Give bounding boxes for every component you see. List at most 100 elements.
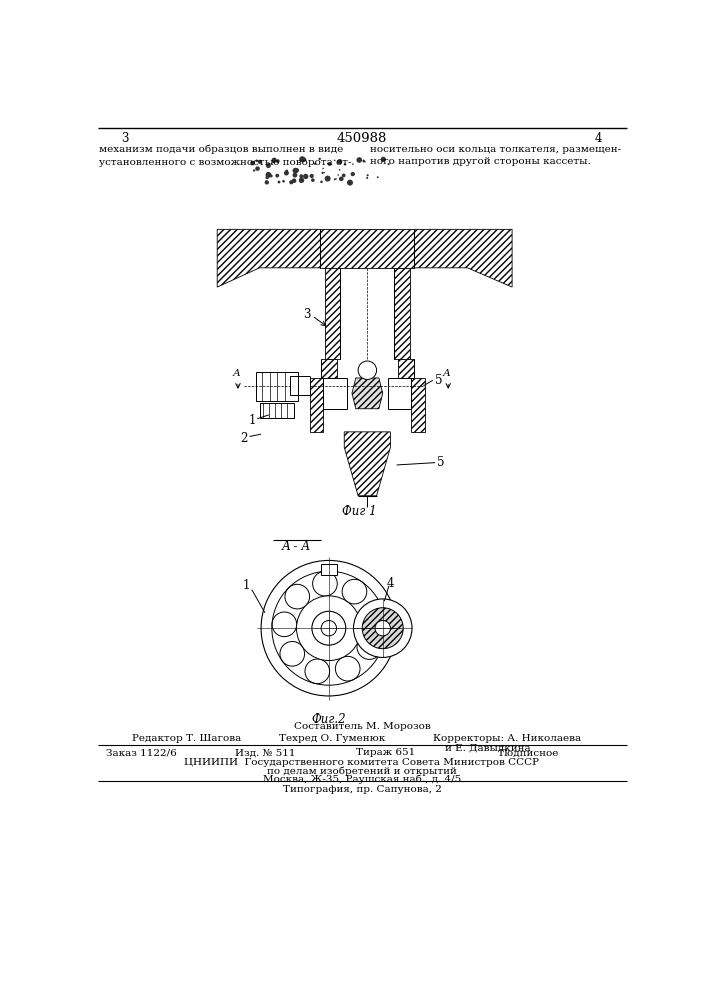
Circle shape: [358, 361, 377, 379]
Circle shape: [310, 174, 314, 178]
Circle shape: [335, 656, 360, 681]
Text: 5: 5: [435, 374, 443, 387]
Circle shape: [375, 620, 390, 636]
Circle shape: [314, 163, 316, 165]
Text: механизм подачи образцов выполнен в виде
установленного с возможностью поворота : механизм подачи образцов выполнен в виде…: [100, 145, 352, 167]
Text: Типография, пр. Сапунова, 2: Типография, пр. Сапунова, 2: [283, 785, 441, 794]
Circle shape: [341, 174, 346, 177]
Circle shape: [292, 178, 296, 183]
Circle shape: [322, 168, 324, 169]
Circle shape: [269, 174, 273, 177]
Circle shape: [286, 170, 288, 172]
Bar: [411, 378, 425, 432]
Text: Редактор Т. Шагова: Редактор Т. Шагова: [132, 734, 242, 743]
Bar: [324, 378, 346, 409]
Circle shape: [265, 176, 269, 179]
Circle shape: [325, 176, 331, 182]
Circle shape: [284, 171, 289, 176]
Text: 4: 4: [387, 577, 395, 590]
Circle shape: [328, 162, 332, 166]
Circle shape: [366, 177, 368, 179]
Polygon shape: [352, 378, 382, 409]
Circle shape: [366, 174, 368, 176]
Circle shape: [299, 156, 305, 162]
Circle shape: [271, 158, 277, 163]
Text: 5: 5: [437, 456, 444, 469]
Circle shape: [272, 612, 297, 637]
Text: А: А: [233, 369, 240, 378]
Bar: [320, 229, 414, 268]
Circle shape: [357, 635, 382, 659]
Circle shape: [347, 180, 353, 186]
Text: Составитель М. Морозов: Составитель М. Морозов: [293, 722, 431, 731]
Bar: [310, 378, 324, 432]
Circle shape: [318, 158, 321, 160]
Text: носительно оси кольца толкателя, размещен-
ного напротив другой стороны кассеты.: носительно оси кольца толкателя, размеще…: [370, 145, 621, 166]
Circle shape: [344, 163, 346, 166]
Circle shape: [261, 560, 397, 696]
Text: 4: 4: [595, 132, 602, 145]
Circle shape: [339, 177, 344, 181]
Circle shape: [282, 180, 285, 183]
Circle shape: [266, 163, 271, 168]
Circle shape: [360, 604, 385, 629]
Circle shape: [352, 163, 354, 165]
Circle shape: [337, 159, 342, 164]
Polygon shape: [414, 229, 512, 287]
Bar: [325, 268, 340, 359]
Circle shape: [339, 169, 341, 171]
Text: 2: 2: [240, 432, 248, 445]
Text: Техред О. Гуменюк: Техред О. Гуменюк: [279, 734, 385, 743]
Circle shape: [335, 178, 337, 180]
Circle shape: [264, 180, 269, 185]
Text: 1: 1: [248, 414, 256, 427]
Circle shape: [312, 611, 346, 645]
Text: ЦНИИПИ  Государственного комитета Совета Министров СССР: ЦНИИПИ Государственного комитета Совета …: [185, 758, 539, 767]
Text: 450988: 450988: [337, 132, 387, 145]
Circle shape: [354, 599, 412, 657]
Circle shape: [377, 176, 379, 178]
Text: и Е. Давыдкина: и Е. Давыдкина: [445, 744, 531, 753]
Circle shape: [250, 161, 255, 165]
Circle shape: [275, 174, 279, 178]
Circle shape: [301, 157, 306, 162]
Text: Заказ 1122/6: Заказ 1122/6: [105, 748, 176, 757]
Text: А - А: А - А: [282, 540, 311, 553]
Circle shape: [278, 181, 281, 183]
Circle shape: [258, 160, 262, 164]
Bar: [259, 403, 294, 418]
Text: 3: 3: [303, 308, 310, 321]
Bar: [398, 359, 414, 378]
Circle shape: [339, 159, 342, 163]
Circle shape: [296, 596, 361, 661]
Circle shape: [293, 168, 298, 173]
Circle shape: [299, 174, 303, 178]
Circle shape: [299, 178, 304, 183]
Circle shape: [305, 659, 329, 684]
Circle shape: [271, 163, 272, 164]
Circle shape: [321, 620, 337, 636]
Bar: [321, 564, 337, 575]
Circle shape: [311, 178, 315, 182]
Circle shape: [266, 172, 271, 178]
Circle shape: [337, 174, 339, 176]
Text: Фиг 1: Фиг 1: [342, 505, 377, 518]
Text: Москва, Ж-35, Раушская наб., д. 4/5: Москва, Ж-35, Раушская наб., д. 4/5: [263, 774, 461, 784]
Circle shape: [255, 159, 258, 162]
Circle shape: [294, 168, 299, 173]
Circle shape: [276, 159, 280, 163]
Circle shape: [293, 173, 298, 178]
Text: Изд. № 511: Изд. № 511: [235, 748, 296, 757]
Circle shape: [351, 172, 355, 176]
Circle shape: [324, 172, 325, 173]
Circle shape: [289, 180, 293, 184]
Circle shape: [387, 163, 390, 165]
Circle shape: [381, 157, 386, 162]
Text: 3: 3: [121, 132, 129, 145]
Text: по делам изобретений и открытий: по делам изобретений и открытий: [267, 766, 457, 776]
Bar: [321, 359, 337, 378]
Text: Подписное: Подписное: [498, 748, 559, 757]
Bar: [256, 372, 298, 401]
Circle shape: [253, 169, 255, 172]
Polygon shape: [217, 229, 320, 287]
